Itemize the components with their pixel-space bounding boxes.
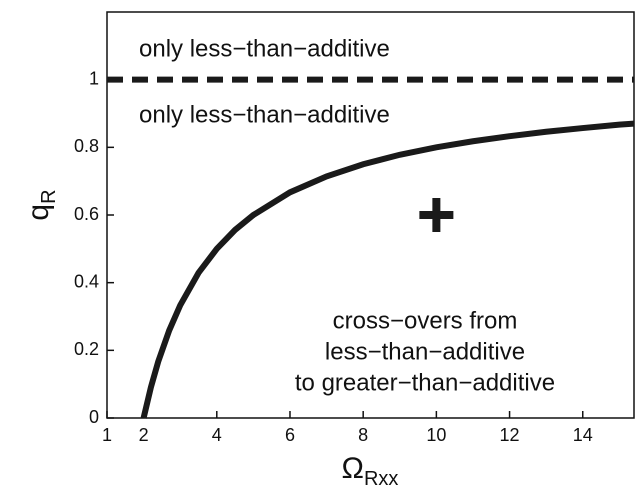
x-tick-label: 14 [573,425,593,445]
x-tick-label: 12 [500,425,520,445]
annotation: only less−than−additive [139,35,390,62]
annotation: to greater−than−additive [295,369,555,396]
y-tick-label: 0.6 [74,204,99,224]
y-tick-label: 0 [89,407,99,427]
x-axis-label: ΩRxx [342,452,399,490]
x-axis-label-sub: Rxx [364,468,398,490]
annotation: cross−overs from [333,307,518,334]
annotation: less−than−additive [325,338,525,365]
x-tick-label: 2 [139,425,149,445]
y-axis-label: qR [22,189,60,220]
y-axis-label-sub: R [38,189,60,203]
x-axis-label-main: Ω [342,452,364,485]
y-tick-label: 1 [89,68,99,88]
y-axis-label-main: q [22,204,55,221]
y-tick-label: 0.8 [74,136,99,156]
x-tick-label: 10 [426,425,446,445]
x-tick-label: 8 [358,425,368,445]
x-tick-label: 6 [285,425,295,445]
plus-marker [419,198,454,232]
annotation: only less−than−additive [139,101,390,128]
x-tick-label: 4 [212,425,222,445]
y-tick-label: 0.4 [74,271,99,291]
curve [140,120,635,419]
y-tick-label: 0.2 [74,339,99,359]
x-tick-label: 1 [102,425,112,445]
